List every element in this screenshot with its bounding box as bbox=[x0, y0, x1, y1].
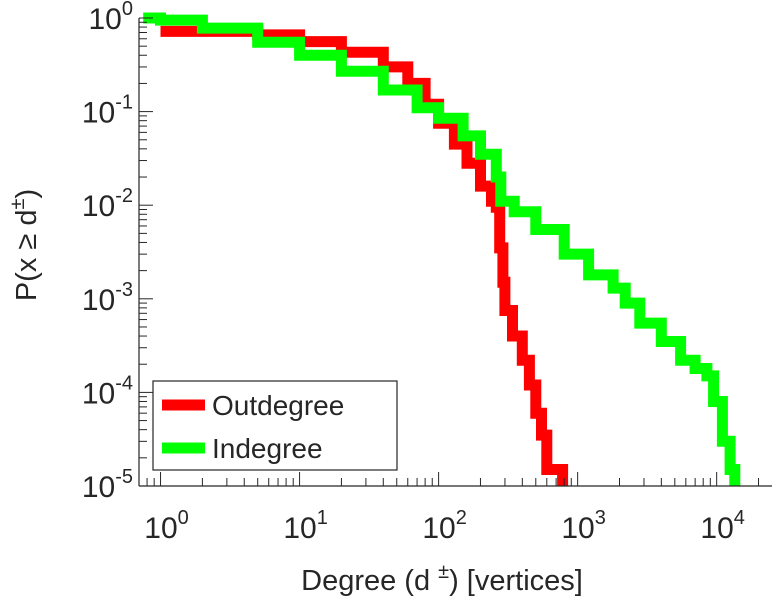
y-tick-label: 10-5 bbox=[82, 466, 133, 504]
y-axis-title-end: ) bbox=[11, 189, 43, 199]
y-tick-label-base: 10 bbox=[82, 97, 115, 130]
y-tick-label: 10-3 bbox=[82, 279, 133, 317]
y-tick-label: 100 bbox=[89, 0, 134, 36]
y-tick-label-exponent: -3 bbox=[115, 279, 133, 301]
x-axis-title: Degree (d ±) [vertices] bbox=[301, 561, 583, 597]
y-tick-label: 10-4 bbox=[82, 372, 133, 410]
x-axis-title-main: Degree (d bbox=[301, 565, 430, 597]
x-tick-label-exponent: 2 bbox=[456, 507, 467, 529]
y-axis-title: P(x ≥ d±) bbox=[7, 189, 43, 301]
y-tick-label: 10-1 bbox=[82, 92, 133, 130]
legend-box bbox=[152, 380, 398, 471]
x-tick-label-base: 10 bbox=[422, 512, 455, 545]
x-tick-label-exponent: 3 bbox=[595, 507, 606, 529]
x-tick-label-exponent: 4 bbox=[734, 507, 745, 529]
y-tick-label-exponent: -2 bbox=[115, 185, 133, 207]
y-tick-label-base: 10 bbox=[82, 284, 115, 317]
x-tick-label: 100 bbox=[144, 507, 189, 545]
y-tick-label-base: 10 bbox=[82, 471, 115, 504]
x-tick-label: 102 bbox=[422, 507, 467, 545]
legend-label-indegree: Indegree bbox=[212, 433, 323, 464]
series-layer bbox=[143, 12, 741, 486]
x-tick-label-base: 10 bbox=[283, 512, 316, 545]
y-tick-label-base: 10 bbox=[89, 3, 122, 36]
y-axis-title-superscript: ± bbox=[7, 198, 29, 209]
y-tick-label: 10-2 bbox=[82, 185, 133, 223]
legend-label-outdegree: Outdegree bbox=[212, 390, 344, 421]
y-tick-label-exponent: -1 bbox=[115, 92, 133, 114]
x-tick-label-exponent: 1 bbox=[317, 507, 328, 529]
x-tick-label: 101 bbox=[283, 507, 328, 545]
x-axis-title-superscript: ± bbox=[438, 561, 449, 583]
y-tick-label-exponent: 0 bbox=[122, 0, 133, 20]
x-tick-label-exponent: 0 bbox=[178, 507, 189, 529]
x-axis-title-end: ) [vertices] bbox=[449, 565, 583, 597]
x-tick-label-base: 10 bbox=[144, 512, 177, 545]
legend: Outdegree Indegree bbox=[152, 380, 398, 471]
series-line-indegree bbox=[143, 12, 741, 486]
y-tick-label-exponent: -4 bbox=[115, 372, 133, 394]
y-tick-label-base: 10 bbox=[82, 377, 115, 410]
y-tick-label-exponent: -5 bbox=[115, 466, 133, 488]
y-tick-label-base: 10 bbox=[82, 190, 115, 223]
x-tick-label: 103 bbox=[561, 507, 606, 545]
x-tick-label-base: 10 bbox=[700, 512, 733, 545]
x-tick-label: 104 bbox=[700, 507, 745, 545]
x-tick-label-base: 10 bbox=[561, 512, 594, 545]
y-axis-title-main: P(x ≥ d bbox=[11, 209, 43, 301]
